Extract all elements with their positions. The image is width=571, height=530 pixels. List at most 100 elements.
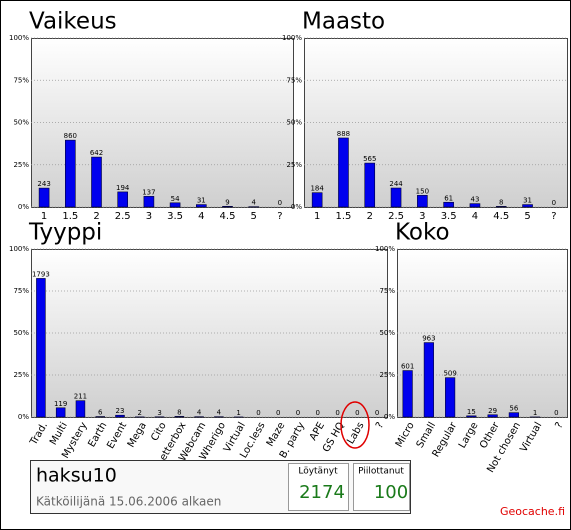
plot-area [31, 249, 388, 418]
bar [117, 191, 128, 208]
bar [311, 192, 323, 208]
x-tick-label: 4.5 [220, 211, 236, 222]
x-tick-label: 3.5 [167, 211, 183, 222]
value-label: 9 [225, 198, 229, 206]
value-label: 150 [416, 187, 429, 195]
bar [38, 187, 50, 208]
bar [338, 137, 349, 208]
bar [75, 400, 86, 418]
stat-box [288, 463, 349, 511]
highlight-circle [340, 401, 370, 449]
y-tick-label: 50% [286, 119, 302, 127]
value-label: 642 [90, 149, 103, 157]
y-tick-label: 75% [13, 287, 29, 295]
y-tick-label: 50% [13, 329, 29, 337]
bar [174, 416, 185, 418]
bar [65, 139, 76, 208]
value-label: 1793 [32, 270, 50, 278]
value-label: 509 [443, 370, 456, 378]
chart-title: Maasto [302, 9, 385, 35]
x-tick-label: ? [553, 421, 565, 431]
value-label: 860 [64, 132, 77, 140]
y-tick-label: 0% [291, 203, 302, 211]
y-tick-label: 25% [379, 371, 395, 379]
bar [55, 407, 66, 418]
y-tick-label: 100% [375, 245, 395, 253]
user-name: haksu10 [36, 465, 117, 487]
chart-title: Tyyppi [28, 220, 102, 246]
x-tick-label: 1 [314, 211, 320, 222]
x-tick-label: 2 [367, 211, 373, 222]
y-tick-label: 0% [384, 413, 395, 421]
y-tick-label: 75% [379, 287, 395, 295]
value-label: 565 [363, 155, 376, 163]
y-tick-label: 50% [379, 329, 395, 337]
value-label: 0 [554, 409, 558, 417]
value-label: 3 [157, 409, 161, 417]
x-tick-label: 2 [93, 211, 99, 222]
bar [417, 195, 428, 208]
bar [508, 412, 519, 418]
y-tick-label: 75% [13, 76, 29, 84]
bar [143, 196, 155, 208]
stat-label: Piilottanut [358, 467, 404, 477]
value-label: 31 [523, 197, 532, 205]
chart-title: Koko [395, 220, 450, 246]
value-label: 4 [217, 409, 222, 417]
bar [390, 187, 402, 208]
x-tick-label: 3 [419, 211, 425, 222]
bar [115, 414, 125, 418]
value-label: 31 [197, 197, 206, 205]
value-label: 0 [276, 409, 280, 417]
value-label: 601 [401, 363, 414, 371]
value-label: 243 [37, 180, 50, 188]
y-tick-label: 75% [286, 76, 302, 84]
bar [169, 202, 181, 208]
value-label: 0 [278, 199, 282, 207]
value-label: 8 [177, 408, 181, 416]
bar [495, 206, 507, 208]
value-label: 211 [74, 393, 87, 401]
bar [91, 156, 102, 208]
y-tick-label: 0% [18, 413, 29, 421]
bar [402, 370, 413, 418]
x-tick-label: 2.5 [388, 211, 404, 222]
value-label: 0 [335, 409, 339, 417]
x-tick-label: 4.5 [493, 211, 509, 222]
x-tick-label: 1.5 [335, 211, 351, 222]
value-label: 0 [355, 409, 359, 417]
value-label: 184 [310, 185, 324, 193]
y-tick-label: 50% [13, 119, 29, 127]
x-tick-label: 1.5 [62, 211, 78, 222]
x-tick-label: 3.5 [441, 211, 457, 222]
bar [364, 162, 376, 208]
stat-value: 100 [374, 482, 408, 503]
y-tick-label: 100% [9, 245, 29, 253]
y-tick-label: 25% [13, 371, 29, 379]
x-tick-label: ? [374, 421, 386, 431]
brand: Geocache.fi [500, 505, 565, 518]
bar [469, 203, 481, 208]
value-label: 54 [171, 195, 180, 203]
value-label: 0 [552, 199, 556, 207]
value-label: 119 [54, 400, 67, 408]
value-label: 244 [389, 180, 403, 188]
value-label: 29 [488, 407, 497, 415]
x-tick-label: 2.5 [115, 211, 131, 222]
x-tick-label: 4 [472, 211, 478, 222]
y-tick-label: 0% [18, 203, 29, 211]
value-label: 963 [422, 335, 435, 343]
bar [222, 206, 233, 208]
value-label: 888 [337, 130, 350, 138]
stat-box [353, 463, 410, 511]
x-tick-label: 4 [198, 211, 204, 222]
x-tick-label: 3 [146, 211, 152, 222]
x-tick-label: 5 [524, 211, 530, 222]
x-tick-label: ? [551, 211, 556, 222]
x-tick-label: 1 [41, 211, 47, 222]
bar [445, 377, 456, 418]
plot-area [397, 249, 568, 418]
bar [466, 415, 477, 418]
y-tick-label: 100% [9, 34, 29, 42]
